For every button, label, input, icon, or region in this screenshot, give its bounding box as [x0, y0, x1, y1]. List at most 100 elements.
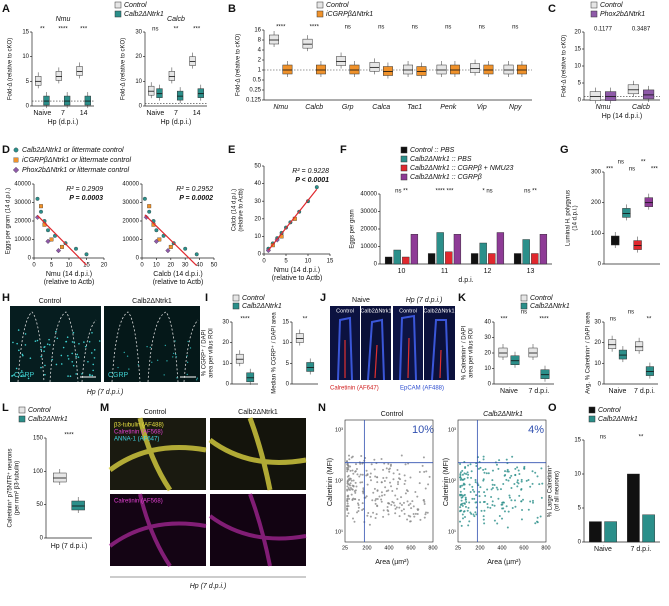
x-tick-label: Grp [342, 104, 354, 111]
stain-label: CGRP [14, 372, 35, 379]
event-dot [346, 495, 349, 498]
signal-dot [40, 348, 42, 351]
legend-marker [13, 147, 19, 153]
event-dot [362, 492, 365, 495]
signal-dot [65, 340, 68, 343]
x-axis-label: Area (µm²) [487, 559, 521, 566]
event-dot [529, 485, 532, 488]
bar [470, 253, 479, 265]
event-dot [521, 508, 524, 511]
event-dot [465, 501, 468, 504]
plot: 0 10 20 30 **** % CGRP⁺ / DAPI area per villus… [201, 317, 258, 388]
event-dot [516, 466, 519, 469]
event-dot [398, 506, 401, 509]
event-dot [418, 471, 421, 474]
event-dot [520, 500, 523, 503]
y-tick-label: 0 [40, 536, 44, 542]
event-dot [398, 473, 401, 476]
y-tick-label: 5 [286, 361, 290, 367]
percent-label: 4% [528, 424, 544, 436]
x-tick-label: Npy [509, 104, 522, 111]
event-dot [389, 464, 392, 467]
bar [402, 256, 410, 265]
event-dot [349, 482, 352, 485]
box [470, 63, 480, 73]
y-tick-label: 30 [484, 335, 491, 341]
point [265, 247, 271, 254]
y-tick-label: 10 [282, 340, 289, 346]
event-dot [398, 515, 401, 518]
event-dot [380, 457, 383, 460]
event-dot [490, 488, 493, 491]
box [608, 339, 617, 349]
event-dot [348, 458, 351, 461]
legend-swatch [316, 1, 324, 9]
event-dot [510, 474, 513, 477]
event-dot [393, 504, 396, 507]
legend-label: Phox2bΔNtrk1 or littermate control [22, 167, 129, 174]
event-dot [376, 489, 379, 492]
stat-label: P < 0.0001 [295, 177, 329, 184]
significance: ns [521, 310, 527, 316]
box [403, 64, 413, 75]
x-tick-label: 0 [262, 259, 266, 265]
y-tick-label: 5 [578, 81, 582, 87]
event-dot [391, 489, 394, 492]
significance: ** [303, 317, 308, 323]
signal-dot [60, 354, 63, 357]
x-tick-label: 400 [384, 545, 393, 551]
image-label: Calb2ΔNtrk1 [360, 308, 391, 314]
signal-dot [17, 329, 20, 331]
event-dot [404, 463, 407, 466]
y-tick-label: 10 [22, 54, 29, 60]
event-dot [509, 476, 512, 479]
event-dot [489, 506, 492, 509]
event-dot [470, 476, 473, 479]
event-dot [396, 468, 399, 471]
event-dot [466, 471, 469, 474]
event-dot [423, 500, 426, 503]
legend-label: Calb2ΔNtrk1 or littermate control [22, 147, 124, 154]
event-dot [422, 456, 425, 459]
y-tick-label: 10³ [335, 427, 343, 433]
x-axis-label: (relative to Actb) [153, 279, 204, 286]
point [39, 209, 43, 214]
event-dot [486, 506, 489, 509]
event-dot [424, 511, 427, 514]
event-dot [482, 479, 485, 482]
box [43, 95, 50, 106]
y-axis-label: Calretinin (MFI) [327, 458, 334, 506]
significance: ns [345, 25, 351, 31]
event-dot [365, 474, 368, 477]
panel-letter: I [205, 292, 208, 304]
legend-label: Control [242, 295, 265, 302]
event-dot [531, 482, 534, 485]
stat-label: P = 0.0002 [179, 195, 213, 202]
plot: 0 10000 20000 30000 40000 0 5 10 15 20 R² = 0.2909… [6, 182, 108, 286]
signal-dot [164, 344, 167, 347]
event-dot [353, 520, 356, 523]
event-dot [490, 496, 493, 499]
panel-letter: N [318, 402, 326, 414]
event-dot [347, 474, 350, 477]
signal-dot [175, 356, 178, 358]
cgrp-signal [11, 329, 199, 381]
box [644, 197, 653, 207]
event-dot [385, 476, 388, 479]
y-tick-label: 30000 [14, 200, 31, 206]
event-dot [409, 476, 412, 479]
legend-label: Control [598, 407, 621, 414]
y-tick-label: 0 [578, 540, 582, 546]
x-tick-label: Naive [33, 110, 51, 117]
event-dot [491, 486, 494, 489]
x-tick-label: 600 [519, 545, 528, 551]
signal-dot [27, 377, 30, 380]
event-dot [351, 469, 354, 472]
event-dot [463, 510, 466, 513]
significance: ns [445, 25, 451, 31]
signal-dot [81, 373, 83, 375]
event-dot [347, 464, 350, 467]
event-dot [383, 493, 386, 496]
point [194, 252, 199, 257]
